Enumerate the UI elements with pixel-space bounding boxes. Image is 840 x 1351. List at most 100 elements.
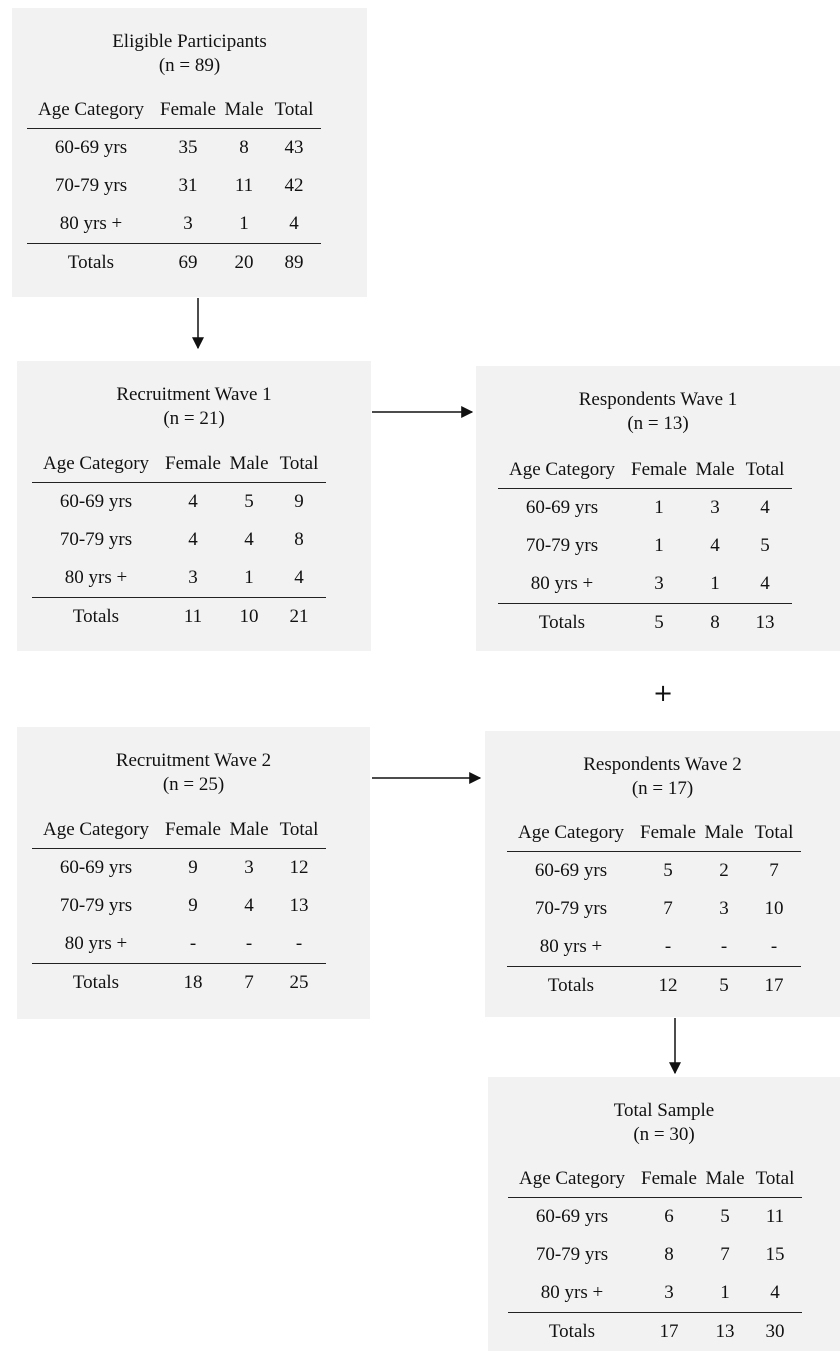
table-row: 80 yrs + 3 1 4 xyxy=(498,565,792,604)
totals-cell: 7 xyxy=(244,972,254,993)
table-cell: 3 xyxy=(664,1282,674,1303)
box-title-text: Respondents Wave 2 xyxy=(583,754,742,775)
table-cell: 9 xyxy=(188,857,198,878)
table-cell: 60-69 yrs xyxy=(534,860,608,881)
table-recruitment-wave-2: Age Category Female Male Total 60-69 yrs 9 3 12… xyxy=(32,812,326,1002)
box-respondents-wave-1: Respondents Wave 1 (n = 13) Age Category… xyxy=(476,366,840,651)
table-cell: 7 xyxy=(769,860,779,881)
table-cell: 12 xyxy=(289,857,309,878)
totals-cell: 12 xyxy=(658,975,678,996)
box-title-text: Recruitment Wave 2 xyxy=(115,750,272,771)
box-title: Total Sample (n = 30) xyxy=(488,1099,840,1147)
table-cell: 1 xyxy=(239,213,249,234)
table-cell: 5 xyxy=(760,535,770,556)
column-header: Male xyxy=(229,819,269,840)
box-count: (n = 21) xyxy=(163,408,225,429)
table-header-row: Age Category Female Male Total xyxy=(507,815,801,852)
box-count: (n = 30) xyxy=(633,1124,695,1145)
table-cell: 1 xyxy=(710,573,720,594)
table-row: 60-69 yrs 6 5 11 xyxy=(508,1198,802,1237)
table-cell: 60-69 yrs xyxy=(54,137,128,158)
table-cell: 4 xyxy=(188,491,198,512)
table-row: 80 yrs + 3 1 4 xyxy=(32,559,326,598)
table-cell: 80 yrs + xyxy=(64,933,128,954)
column-header: Female xyxy=(165,819,221,840)
totals-cell: Totals xyxy=(538,612,586,633)
table-cell: 4 xyxy=(760,497,770,518)
box-count: (n = 25) xyxy=(162,774,225,795)
column-header: Female xyxy=(160,99,216,120)
box-title-text: Respondents Wave 1 xyxy=(578,389,738,410)
table-cell: 3 xyxy=(244,857,254,878)
table-cell: 4 xyxy=(710,535,720,556)
table-cell: 8 xyxy=(239,137,249,158)
table-cell: 13 xyxy=(289,895,309,916)
totals-cell: Totals xyxy=(548,1321,596,1342)
totals-cell: 89 xyxy=(284,252,304,273)
table-cell: 4 xyxy=(760,573,770,594)
table-row: 70-79 yrs 9 4 13 xyxy=(32,887,326,925)
column-header: Male xyxy=(695,459,735,480)
totals-cell: Totals xyxy=(67,252,115,273)
table-cell: 70-79 yrs xyxy=(525,535,599,556)
column-header: Total xyxy=(279,453,319,474)
table-row: 70-79 yrs 1 4 5 xyxy=(498,527,792,565)
table-cell: 70-79 yrs xyxy=(534,898,608,919)
table-cell: 60-69 yrs xyxy=(59,491,133,512)
table-cell: 3 xyxy=(719,898,729,919)
table-row: 70-79 yrs 7 3 10 xyxy=(507,890,801,928)
box-recruitment-wave-1: Recruitment Wave 1 (n = 21) Age Category… xyxy=(17,361,371,651)
box-count: (n = 17) xyxy=(631,778,694,799)
table-cell: - xyxy=(664,936,672,957)
plus-sign: + xyxy=(653,679,674,707)
table-recruitment-wave-1: Age Category Female Male Total 60-69 yrs 4 5 9 7… xyxy=(32,446,326,636)
box-title: Recruitment Wave 2 (n = 25) xyxy=(17,749,370,797)
table-cell: 8 xyxy=(664,1244,674,1265)
column-header: Total xyxy=(745,459,785,480)
column-header: Male xyxy=(705,1168,745,1189)
column-header: Total xyxy=(279,819,319,840)
column-header: Female xyxy=(640,822,696,843)
column-header: Age Category xyxy=(42,819,150,840)
table-cell: - xyxy=(245,933,253,954)
table-header-row: Age Category Female Male Total xyxy=(32,446,326,483)
table-cell: 7 xyxy=(663,898,673,919)
table-row: 70-79 yrs 4 4 8 xyxy=(32,521,326,559)
table-cell: - xyxy=(295,933,303,954)
table-cell: 3 xyxy=(183,213,193,234)
table-cell: 7 xyxy=(720,1244,730,1265)
table-cell: 1 xyxy=(654,535,664,556)
box-title-text: Total Sample xyxy=(613,1100,715,1121)
table-cell: 1 xyxy=(720,1282,730,1303)
table-cell: 4 xyxy=(244,529,254,550)
box-title: Respondents Wave 2 (n = 17) xyxy=(485,753,840,801)
table-header-row: Age Category Female Male Total xyxy=(27,92,321,129)
table-cell: 8 xyxy=(294,529,304,550)
table-cell: 3 xyxy=(188,567,198,588)
totals-cell: 11 xyxy=(183,606,203,627)
box-title: Recruitment Wave 1 (n = 21) xyxy=(17,383,371,431)
column-header: Age Category xyxy=(517,822,625,843)
table-header-row: Age Category Female Male Total xyxy=(508,1161,802,1198)
totals-cell: 8 xyxy=(710,612,720,633)
table-cell: 80 yrs + xyxy=(530,573,594,594)
totals-cell: 5 xyxy=(719,975,729,996)
table-row: 80 yrs + 3 1 4 xyxy=(508,1274,802,1313)
column-header: Age Category xyxy=(508,459,616,480)
table-cell: 4 xyxy=(289,213,299,234)
table-row: 60-69 yrs 4 5 9 xyxy=(32,483,326,522)
table-cell: 10 xyxy=(764,898,784,919)
table-header-row: Age Category Female Male Total xyxy=(498,452,792,489)
table-cell: - xyxy=(720,936,728,957)
table-cell: 60-69 yrs xyxy=(59,857,133,878)
table-cell: 43 xyxy=(284,137,304,158)
table-cell: 9 xyxy=(188,895,198,916)
totals-cell: 17 xyxy=(659,1321,679,1342)
box-title: Respondents Wave 1 (n = 13) xyxy=(476,388,840,436)
column-header: Age Category xyxy=(42,453,150,474)
table-cell: - xyxy=(189,933,197,954)
table-respondents-wave-1: Age Category Female Male Total 60-69 yrs 1 3 4 7… xyxy=(498,452,792,642)
table-row: 80 yrs + 3 1 4 xyxy=(27,205,321,244)
totals-cell: 25 xyxy=(289,972,309,993)
